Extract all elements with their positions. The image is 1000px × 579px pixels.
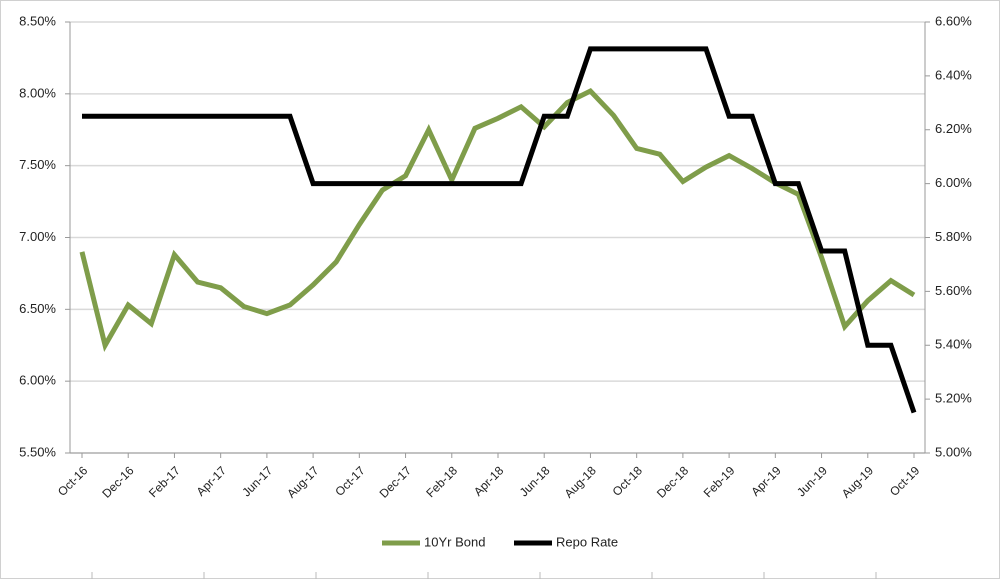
legend-label: Repo Rate xyxy=(556,534,618,549)
y2-tick-label: 5.40% xyxy=(935,337,972,352)
y2-tick-label: 6.40% xyxy=(935,67,972,82)
y2-tick-label: 5.20% xyxy=(935,391,972,406)
y2-tick-label: 5.00% xyxy=(935,444,972,459)
y-tick-label: 6.50% xyxy=(19,301,56,316)
y-tick-label: 5.50% xyxy=(19,444,56,459)
y2-tick-label: 5.60% xyxy=(935,283,972,298)
y-tick-label: 8.50% xyxy=(19,13,56,28)
y-tick-label: 8.00% xyxy=(19,85,56,100)
y-tick-label: 7.50% xyxy=(19,157,56,172)
legend-label: 10Yr Bond xyxy=(424,534,485,549)
y-tick-label: 7.00% xyxy=(19,229,56,244)
y2-tick-label: 6.00% xyxy=(935,175,972,190)
y2-tick-label: 6.60% xyxy=(935,13,972,28)
y2-tick-label: 6.20% xyxy=(935,121,972,136)
y-tick-label: 6.00% xyxy=(19,373,56,388)
series-line xyxy=(82,46,917,414)
y2-tick-label: 5.80% xyxy=(935,229,972,244)
